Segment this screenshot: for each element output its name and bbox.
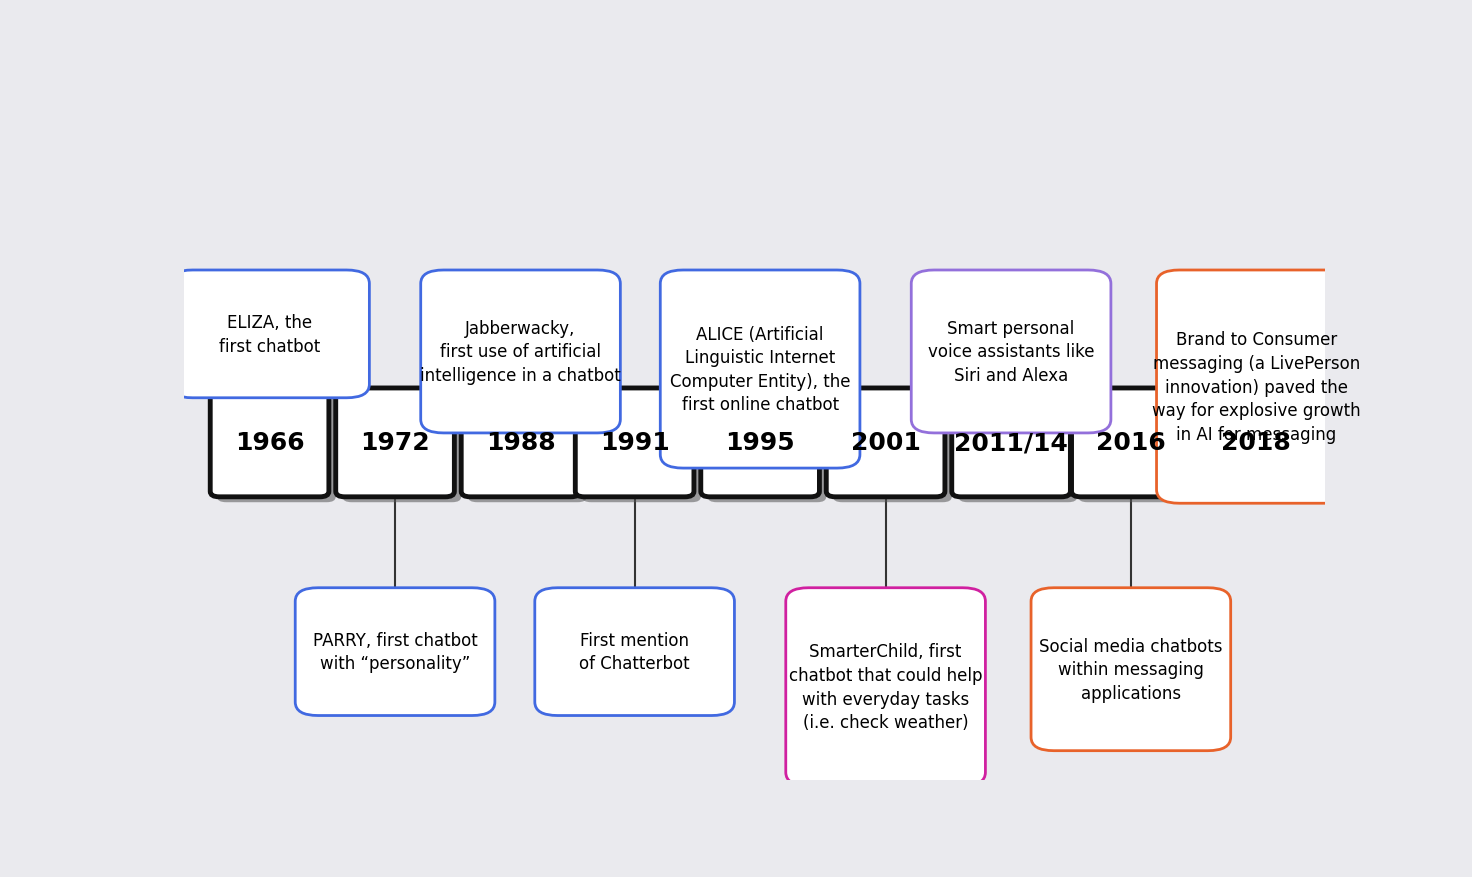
Text: Jabberwacky,
first use of artificial
intelligence in a chatbot: Jabberwacky, first use of artificial int… bbox=[420, 319, 621, 385]
FancyBboxPatch shape bbox=[534, 588, 735, 716]
Text: 1995: 1995 bbox=[726, 431, 795, 455]
Text: 2018: 2018 bbox=[1222, 431, 1291, 455]
FancyBboxPatch shape bbox=[701, 389, 820, 497]
FancyBboxPatch shape bbox=[1204, 394, 1322, 503]
FancyBboxPatch shape bbox=[952, 389, 1070, 497]
FancyBboxPatch shape bbox=[216, 394, 336, 503]
FancyBboxPatch shape bbox=[826, 389, 945, 497]
Text: First mention
of Chatterbot: First mention of Chatterbot bbox=[580, 631, 690, 673]
Text: 1991: 1991 bbox=[599, 431, 670, 455]
Text: ALICE (Artificial
Linguistic Internet
Computer Entity), the
first online chatbot: ALICE (Artificial Linguistic Internet Co… bbox=[670, 325, 851, 414]
FancyBboxPatch shape bbox=[1197, 389, 1316, 497]
FancyBboxPatch shape bbox=[1157, 271, 1356, 503]
Text: PARRY, first chatbot
with “personality”: PARRY, first chatbot with “personality” bbox=[312, 631, 477, 673]
FancyBboxPatch shape bbox=[958, 394, 1078, 503]
Text: 2001: 2001 bbox=[851, 431, 920, 455]
Text: 1988: 1988 bbox=[486, 431, 555, 455]
FancyBboxPatch shape bbox=[786, 588, 985, 786]
Text: 2016: 2016 bbox=[1097, 431, 1166, 455]
FancyBboxPatch shape bbox=[661, 271, 860, 468]
Text: 1966: 1966 bbox=[234, 431, 305, 455]
FancyBboxPatch shape bbox=[343, 394, 461, 503]
FancyBboxPatch shape bbox=[336, 389, 455, 497]
Text: SmarterChild, first
chatbot that could help
with everyday tasks
(i.e. check weat: SmarterChild, first chatbot that could h… bbox=[789, 643, 982, 731]
Text: Brand to Consumer
messaging (a LivePerson
innovation) paved the
way for explosiv: Brand to Consumer messaging (a LivePerso… bbox=[1153, 331, 1360, 443]
FancyBboxPatch shape bbox=[1072, 389, 1191, 497]
Text: Social media chatbots
within messaging
applications: Social media chatbots within messaging a… bbox=[1039, 637, 1223, 702]
FancyBboxPatch shape bbox=[708, 394, 826, 503]
FancyBboxPatch shape bbox=[833, 394, 952, 503]
FancyBboxPatch shape bbox=[576, 389, 693, 497]
FancyBboxPatch shape bbox=[1030, 588, 1231, 751]
FancyBboxPatch shape bbox=[1079, 394, 1197, 503]
Text: Smart personal
voice assistants like
Siri and Alexa: Smart personal voice assistants like Sir… bbox=[927, 319, 1094, 385]
FancyBboxPatch shape bbox=[461, 389, 580, 497]
FancyBboxPatch shape bbox=[210, 389, 328, 497]
FancyBboxPatch shape bbox=[169, 271, 369, 398]
FancyBboxPatch shape bbox=[581, 394, 701, 503]
Text: ELIZA, the
first chatbot: ELIZA, the first chatbot bbox=[219, 314, 321, 355]
FancyBboxPatch shape bbox=[296, 588, 495, 716]
FancyBboxPatch shape bbox=[421, 271, 620, 433]
Text: 1972: 1972 bbox=[361, 431, 430, 455]
FancyBboxPatch shape bbox=[468, 394, 587, 503]
Text: 2011/14: 2011/14 bbox=[954, 431, 1069, 455]
FancyBboxPatch shape bbox=[911, 271, 1111, 433]
